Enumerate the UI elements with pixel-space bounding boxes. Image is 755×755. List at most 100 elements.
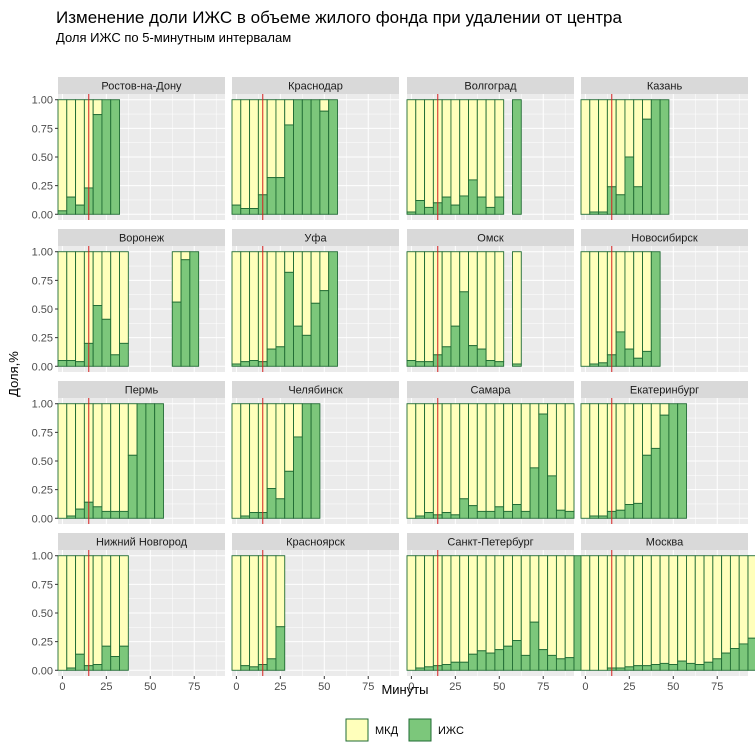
facet-panel: Красноярск 0 25 50 75 <box>231 533 399 693</box>
bar-mkd <box>284 251 294 273</box>
bar-izhs <box>293 436 303 519</box>
bar-mkd <box>57 251 68 361</box>
bar-mkd <box>75 555 85 655</box>
bar-izhs <box>668 403 679 519</box>
bar-mkd <box>406 555 417 671</box>
bar-izhs <box>136 403 147 519</box>
bar-izhs <box>547 475 557 519</box>
bar-mkd <box>485 403 496 512</box>
bar-mkd <box>119 251 129 344</box>
x-tick-label: 75 <box>537 681 549 693</box>
bar-izhs <box>650 447 661 519</box>
facet-panel: Краснодар <box>231 77 399 220</box>
chart-title: Изменение доли ИЖС в объеме жилого фонда… <box>56 8 623 27</box>
bar-izhs <box>659 662 670 671</box>
bar-izhs <box>240 208 251 215</box>
bar-mkd <box>555 403 566 511</box>
bar-izhs <box>494 506 505 519</box>
x-tick-label: 0 <box>582 681 588 693</box>
facet-strip-label: Омск <box>477 233 504 245</box>
bar-mkd <box>231 555 242 671</box>
bar-izhs <box>110 99 120 215</box>
facet-strip-label: Самара <box>470 385 511 397</box>
bar-mkd <box>57 403 68 519</box>
facet-strip <box>407 77 574 94</box>
bar-izhs <box>712 658 723 671</box>
facet-panel: Новосибирск <box>580 229 748 372</box>
bar-izhs <box>266 488 277 519</box>
y-tick-label: 1.00 <box>32 247 53 259</box>
bar-mkd <box>415 403 426 517</box>
bar-mkd <box>275 555 286 628</box>
bar-mkd <box>598 251 608 364</box>
bar-mkd <box>580 251 591 367</box>
bar-izhs <box>66 360 77 367</box>
y-tick-label: 0.25 <box>32 333 53 345</box>
bar-mkd <box>231 251 242 365</box>
bar-izhs <box>284 124 294 215</box>
bar-izhs <box>240 665 251 671</box>
bar-mkd <box>547 555 557 656</box>
bar-mkd <box>441 403 452 513</box>
bar-izhs <box>494 649 505 671</box>
y-tick-label: 0.25 <box>32 637 53 649</box>
legend-swatch-izhs <box>408 718 432 742</box>
bar-izhs <box>231 363 242 367</box>
bar-mkd <box>650 555 661 665</box>
facet-panel: Санкт-Петербург 0 25 50 75 <box>406 533 593 693</box>
facet-strip-label: Пермь <box>125 385 159 397</box>
bar-izhs <box>738 643 749 671</box>
bar-izhs <box>589 211 600 215</box>
facet-panel: Уфа <box>231 229 399 372</box>
bar-mkd <box>580 403 591 519</box>
x-tick-label: 50 <box>667 681 679 693</box>
bar-izhs <box>512 640 522 671</box>
bar-mkd <box>75 403 85 510</box>
y-tick-label: 0.50 <box>32 608 53 620</box>
bar-mkd <box>110 555 120 657</box>
facet-strip <box>58 229 225 246</box>
x-tick-label: 25 <box>274 681 286 693</box>
bar-izhs <box>659 414 670 519</box>
bar-izhs <box>75 653 85 671</box>
bar-mkd <box>633 403 643 504</box>
bar-izhs <box>512 363 522 367</box>
bar-mkd <box>642 251 652 352</box>
facet-strip <box>232 381 399 398</box>
bar-mkd <box>476 555 487 652</box>
facet-panel: Омск <box>406 229 574 372</box>
bar-mkd <box>406 403 417 519</box>
bar-izhs <box>468 653 478 671</box>
legend: МКД ИЖС <box>345 718 464 742</box>
bar-izhs <box>650 99 661 215</box>
bar-izhs <box>424 512 434 519</box>
bar-izhs <box>633 186 643 215</box>
bar-izhs <box>328 99 338 215</box>
bar-mkd <box>494 99 505 198</box>
x-tick-label: 75 <box>188 681 200 693</box>
bar-izhs <box>589 515 600 519</box>
bar-izhs <box>520 510 531 519</box>
bar-izhs <box>694 664 705 671</box>
bar-mkd <box>275 251 286 348</box>
bar-izhs <box>441 346 452 367</box>
y-tick-label: 0.25 <box>32 181 53 193</box>
bar-izhs <box>284 271 294 367</box>
bar-izhs <box>293 325 303 367</box>
bar-mkd <box>406 99 417 213</box>
facet-strip-label: Воронеж <box>119 233 165 245</box>
bar-izhs <box>249 208 259 215</box>
y-tick-label: 0.75 <box>32 123 53 135</box>
bar-izhs <box>476 196 487 215</box>
facet-strip-label: Волгоград <box>464 81 517 93</box>
bar-izhs <box>75 361 85 367</box>
y-tick-label: 1.00 <box>32 95 53 107</box>
bar-mkd <box>441 555 452 665</box>
bar-mkd <box>101 251 112 320</box>
bar-mkd <box>441 251 452 348</box>
bar-izhs <box>92 506 103 519</box>
facet-strip <box>58 77 225 94</box>
bar-izhs <box>564 657 575 671</box>
bar-mkd <box>747 555 755 639</box>
bar-mkd <box>686 555 696 664</box>
